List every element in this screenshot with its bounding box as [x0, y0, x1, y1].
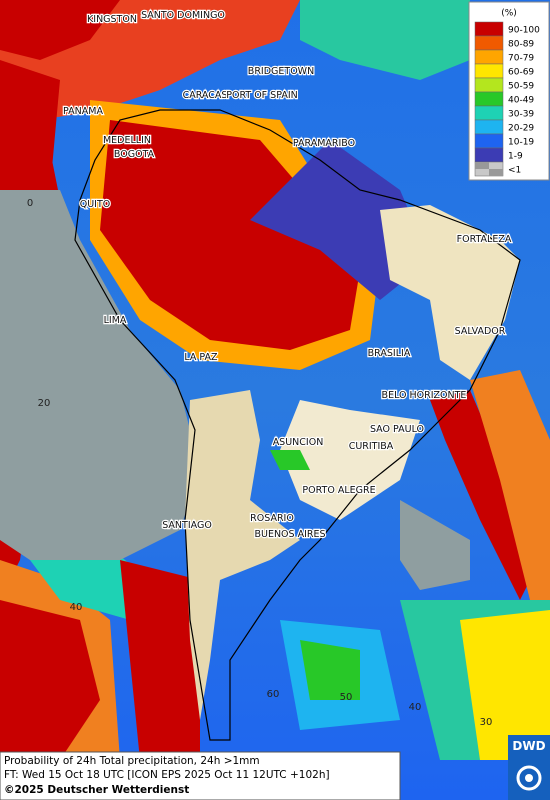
legend-swatch	[474, 63, 504, 79]
dry-sea	[400, 500, 470, 590]
city-label: BRASILIA	[368, 348, 411, 359]
land	[185, 390, 300, 720]
longitude-label: 60	[267, 689, 280, 700]
city-label: SANTO DOMINGO	[141, 10, 225, 21]
legend-label: 40-49	[508, 96, 534, 106]
legend-swatch-pattern	[489, 169, 503, 176]
land	[380, 205, 520, 380]
logo-icon	[525, 774, 533, 782]
city-label: KINGSTON	[87, 14, 137, 25]
precip-field	[0, 0, 550, 760]
city-label: SANTIAGO	[162, 520, 212, 531]
city-label: PARAMARIBO	[293, 138, 355, 149]
logo-icon	[516, 765, 542, 791]
city-label: CARACAS	[183, 90, 228, 101]
city-label: SALVADOR	[455, 326, 506, 337]
legend-label: <1	[508, 166, 521, 176]
copyright: ©2025 Deutscher Wetterdienst	[4, 784, 189, 796]
city-label: MEDELLIN	[103, 135, 151, 146]
legend-label: 10-19	[508, 138, 534, 148]
precip-field	[270, 450, 310, 470]
legend-swatch	[474, 147, 504, 163]
legend-label: 30-39	[508, 110, 534, 120]
latitude-label: 20	[38, 398, 51, 409]
longitude-label: 50	[340, 692, 353, 703]
caption-line: Probability of 24h Total precipitation, …	[4, 755, 260, 767]
legend-label: 70-79	[508, 54, 534, 64]
caption-line: FT: Wed 15 Oct 18 UTC [ICON EPS 2025 Oct…	[4, 769, 330, 781]
legend-swatch	[474, 105, 504, 121]
city-label: BUENOS AIRES	[254, 529, 325, 540]
legend-swatch	[474, 77, 504, 93]
legend-label: 90-100	[508, 26, 540, 36]
city-label: PORT OF SPAIN	[226, 90, 297, 101]
city-label: BOGOTA	[114, 149, 155, 160]
logo-text: DWD	[512, 739, 545, 753]
city-label: FORTALEZA	[457, 234, 512, 245]
coastline	[74, 109, 521, 741]
legend-swatch	[474, 35, 504, 51]
land	[280, 400, 420, 520]
city-label: BELO HORIZONTE	[382, 390, 467, 401]
city-label: LA PAZ	[184, 352, 218, 363]
city-label: CURITIBA	[349, 441, 394, 452]
city-label: ROSARIO	[250, 513, 294, 524]
city-label: ASUNCION	[273, 437, 324, 448]
legend-label: 50-59	[508, 82, 534, 92]
dry-sea	[0, 190, 200, 560]
latitude-label: 0	[27, 198, 33, 209]
longitude-label: 40	[409, 702, 422, 713]
legend-swatch	[474, 119, 504, 135]
city-label: PORTO ALEGRE	[302, 485, 375, 496]
legend-swatch	[474, 21, 504, 37]
legend-swatch-pattern	[475, 162, 489, 169]
legend-label: 20-29	[508, 124, 534, 134]
city-label: LIMA	[104, 315, 127, 326]
city-label: SAO PAULO	[370, 424, 424, 435]
legend-label: 1-9	[508, 152, 523, 162]
legend-label: 60-69	[508, 68, 534, 78]
legend-title: (%)	[501, 9, 517, 19]
legend-swatch	[474, 133, 504, 149]
city-label: QUITO	[80, 199, 111, 210]
longitude-label: 30	[480, 717, 493, 728]
caption-box	[0, 751, 401, 800]
latitude-label: 40	[70, 602, 83, 613]
legend: (%) 90-100 80-89 70-79 60-69 50-59 40-49 30-39…	[468, 1, 550, 181]
city-label: BRIDGETOWN	[248, 66, 314, 77]
legend-label: 80-89	[508, 40, 534, 50]
legend-swatch	[474, 91, 504, 107]
city-label: PANAMA	[63, 106, 103, 117]
legend-swatch	[474, 49, 504, 65]
